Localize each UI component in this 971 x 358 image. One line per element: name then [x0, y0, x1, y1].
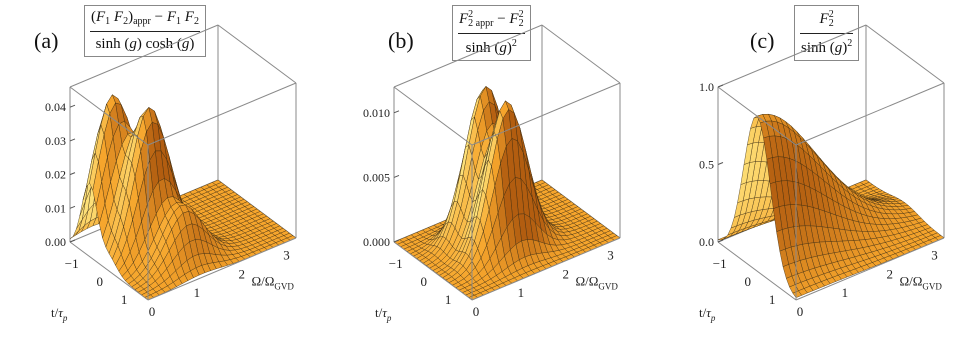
x-axis-label: t/τp [51, 305, 68, 323]
z-tick-label: 0.03 [45, 134, 66, 148]
z-tick [717, 84, 724, 88]
panel-c: (c) F22 sinh (g)2 0.0 0.5 1.0 −1 0 1 t/τp 0 1 2 3 Ω… [648, 0, 971, 358]
z-tick-label: 0.0 [699, 235, 714, 249]
formula-box: F22 appr − F22 sinh (g)2 [452, 5, 531, 61]
z-tick [69, 205, 76, 209]
z-tick-label: 0.000 [363, 235, 390, 249]
z-tick [69, 104, 76, 108]
x-tick-label: 1 [769, 292, 776, 307]
y-tick-label: 2 [886, 266, 893, 281]
y-tick-label: 0 [473, 304, 480, 319]
surface-mesh [717, 113, 945, 298]
z-tick [393, 110, 400, 114]
x-tick-label: −1 [389, 256, 403, 271]
panel-label: (a) [34, 28, 59, 53]
fraction-bar [458, 33, 525, 34]
x-tick-label: 1 [445, 292, 452, 307]
y-axis-label: Ω/ΩGVD [251, 274, 294, 292]
box-edge [795, 237, 945, 301]
y-tick-label: 0 [797, 304, 804, 319]
box-edge [147, 237, 297, 301]
surface-plot: 0.00 0.01 0.02 0.03 0.04 −1 0 1 t/τp 0 1 2 3 Ω/ΩGVD [45, 24, 297, 323]
z-tick [69, 239, 76, 243]
box-edge [541, 24, 621, 84]
y-tick-label: 3 [607, 248, 614, 263]
y-tick-label: 1 [842, 285, 849, 300]
x-tick-label: 0 [745, 274, 752, 289]
z-tick [717, 239, 724, 243]
x-axis: −1 0 1 t/τp [699, 256, 775, 323]
x-tick-label: 1 [121, 292, 128, 307]
z-tick-label: 0.005 [363, 170, 390, 184]
formula-denominator: sinh (g)2 [801, 38, 853, 56]
z-tick-label: 0.010 [363, 106, 390, 120]
panel-a: (a) (F1 F2)appr − F1 F2 sinh (g) cosh (g… [0, 0, 323, 358]
z-tick-label: 1.0 [699, 80, 714, 94]
box-edge [393, 24, 543, 88]
panel-label: (b) [388, 28, 414, 53]
z-tick-label: 0.00 [45, 235, 66, 249]
y-tick-label: 2 [562, 266, 569, 281]
box-edge [471, 82, 621, 146]
z-tick-label: 0.01 [45, 201, 66, 215]
y-axis-label: Ω/ΩGVD [575, 274, 618, 292]
fraction-bar [800, 33, 854, 34]
panel-b: (b) F22 appr − F22 sinh (g)2 0.000 0.005 0… [324, 0, 647, 358]
z-axis: 0.00 0.01 0.02 0.03 0.04 [45, 100, 76, 249]
y-tick-label: 2 [238, 266, 245, 281]
box-edge [865, 24, 945, 84]
z-axis: 0.0 0.5 1.0 [699, 80, 724, 249]
y-axis-label: Ω/ΩGVD [899, 274, 942, 292]
z-tick-label: 0.04 [45, 100, 66, 114]
z-tick [69, 172, 76, 176]
formula-numerator: (F1 F2)appr − F1 F2 [91, 9, 199, 27]
formula-denominator: sinh (g) cosh (g) [95, 36, 195, 52]
box-edge [69, 24, 219, 88]
box-edge [795, 82, 945, 146]
z-tick [393, 174, 400, 178]
formula-numerator: F22 appr − F22 [459, 9, 524, 29]
y-tick-label: 3 [931, 248, 938, 263]
surface-patch [792, 290, 803, 298]
surface-plot: 0.0 0.5 1.0 −1 0 1 t/τp 0 1 2 3 Ω/ΩGVD [699, 24, 945, 323]
z-tick-label: 0.5 [699, 158, 714, 172]
formula-numerator: F22 [819, 9, 834, 29]
formula-box: (F1 F2)appr − F1 F2 sinh (g) cosh (g) [84, 5, 206, 57]
x-axis-label: t/τp [699, 305, 716, 323]
y-tick-label: 1 [194, 285, 201, 300]
panel-label: (c) [750, 28, 775, 53]
box-edge [69, 86, 149, 146]
formula-box: F22 sinh (g)2 [794, 5, 860, 61]
box-edge [147, 82, 297, 146]
z-tick [717, 162, 724, 165]
z-axis: 0.000 0.005 0.010 [363, 106, 400, 249]
x-tick-label: 0 [421, 274, 428, 289]
z-tick-label: 0.02 [45, 168, 66, 182]
y-tick-label: 1 [518, 285, 525, 300]
x-tick-label: 0 [97, 274, 104, 289]
surface-plot: 0.000 0.005 0.010 −1 0 1 t/τp 0 1 2 3 Ω/ΩGVD [363, 24, 621, 323]
surface-mesh [393, 85, 621, 301]
z-tick [393, 239, 400, 243]
y-tick-label: 0 [149, 304, 156, 319]
box-edge [717, 86, 797, 146]
box-edge [717, 241, 797, 301]
x-tick-label: −1 [713, 256, 727, 271]
box-edge [217, 24, 297, 84]
box-edge [471, 237, 621, 301]
fraction-bar [90, 31, 200, 32]
box-edge [393, 86, 473, 146]
box-edge [717, 24, 867, 88]
x-tick-label: −1 [65, 256, 79, 271]
formula-denominator: sinh (g)2 [465, 38, 517, 56]
z-tick [69, 138, 76, 142]
surface-mesh [69, 94, 297, 301]
box-edge [393, 241, 473, 301]
y-tick-label: 3 [283, 248, 290, 263]
box-edge [69, 241, 149, 301]
x-axis-label: t/τp [375, 305, 392, 323]
